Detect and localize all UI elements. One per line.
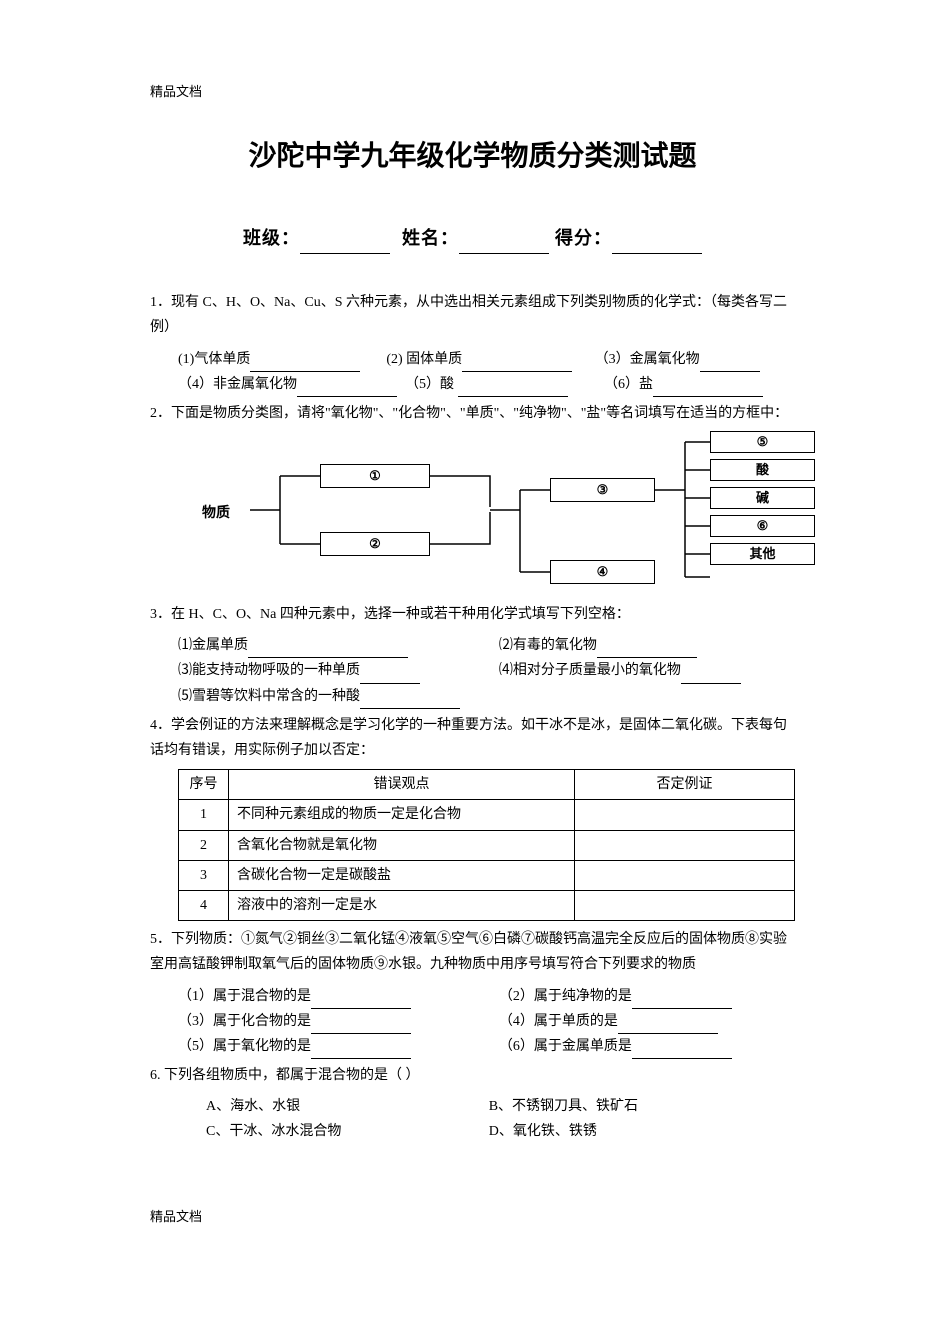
q5-blank-5[interactable] bbox=[632, 1044, 732, 1059]
q4-r2-c0: 3 bbox=[179, 860, 229, 890]
footer-note: 精品文档 bbox=[150, 1205, 795, 1228]
diagram-box-6[interactable]: ⑥ bbox=[710, 515, 815, 537]
q1-blank-1[interactable] bbox=[462, 356, 572, 371]
diagram-box-other: 其他 bbox=[710, 543, 815, 565]
q4-h1: 错误观点 bbox=[229, 770, 575, 800]
q1-row1: (1)气体单质 (2) 固体单质 （3）金属氧化物 bbox=[150, 347, 795, 372]
q3-item-3: ⑷相对分子质量最小的氧化物 bbox=[499, 663, 681, 678]
table-row: 4 溶液中的溶剂一定是水 bbox=[179, 890, 795, 920]
q1-item-2: （3）金属氧化物 bbox=[595, 352, 700, 367]
q1-blank-3[interactable] bbox=[297, 382, 397, 397]
q5-blank-0[interactable] bbox=[311, 993, 411, 1008]
q6-opt-c[interactable]: C、干冰、冰水混合物 bbox=[206, 1119, 489, 1144]
q3-stem: 3．在 H、C、O、Na 四种元素中，选择一种或若干种用化学式填写下列空格： bbox=[150, 602, 795, 627]
diagram-box-4[interactable]: ④ bbox=[550, 560, 655, 584]
q3-item-1: ⑵有毒的氧化物 bbox=[499, 638, 597, 653]
q5-item-5: （6）属于金属单质是 bbox=[499, 1039, 632, 1054]
q5-blank-2[interactable] bbox=[311, 1019, 411, 1034]
q4-r3-c1: 溶液中的溶剂一定是水 bbox=[229, 890, 575, 920]
q3-item-4: ⑸雪碧等饮料中常含的一种酸 bbox=[178, 689, 360, 704]
q5-item-0: （1）属于混合物的是 bbox=[178, 989, 311, 1004]
q5-blank-3[interactable] bbox=[618, 1019, 718, 1034]
q5-row3: （5）属于氧化物的是 （6）属于金属单质是 bbox=[150, 1034, 795, 1059]
q3-row3: ⑸雪碧等饮料中常含的一种酸 bbox=[150, 684, 795, 709]
q3-row1: ⑴金属单质 ⑵有毒的氧化物 bbox=[150, 633, 795, 658]
q3-item-2: ⑶能支持动物呼吸的一种单质 bbox=[178, 663, 360, 678]
q1-item-5: （6）盐 bbox=[604, 377, 653, 392]
q1-item-1: (2) 固体单质 bbox=[386, 352, 462, 367]
q4-r0-c1: 不同种元素组成的物质一定是化合物 bbox=[229, 800, 575, 830]
q5-item-3: （4）属于单质的是 bbox=[499, 1014, 618, 1029]
q4-r3-c0: 4 bbox=[179, 890, 229, 920]
name-blank[interactable] bbox=[459, 234, 549, 254]
q4-r3-c2[interactable] bbox=[575, 890, 795, 920]
q1-blank-5[interactable] bbox=[653, 382, 763, 397]
q1-item-0: (1)气体单质 bbox=[178, 352, 250, 367]
q3-blank-3[interactable] bbox=[681, 668, 741, 683]
q5-item-2: （3）属于化合物的是 bbox=[178, 1014, 311, 1029]
q6-stem: 6. 下列各组物质中，都属于混合物的是（ ） bbox=[150, 1063, 795, 1088]
q4-r1-c1: 含氧化合物就是氧化物 bbox=[229, 830, 575, 860]
q6-row2: C、干冰、冰水混合物 D、氧化铁、铁锈 bbox=[150, 1119, 795, 1144]
score-blank[interactable] bbox=[612, 234, 702, 254]
diagram-box-5[interactable]: ⑤ bbox=[710, 431, 815, 453]
q1-item-3: （4）非金属氧化物 bbox=[178, 377, 297, 392]
q2-diagram: 物质 ① ② ③ ④ ⑤ 酸 碱 ⑥ 其他 bbox=[150, 432, 795, 592]
q1-blank-4[interactable] bbox=[458, 382, 568, 397]
page-title: 沙陀中学九年级化学物质分类测试题 bbox=[150, 131, 795, 181]
q6-opt-b[interactable]: B、不锈钢刀具、铁矿石 bbox=[489, 1094, 795, 1119]
q5-blank-1[interactable] bbox=[632, 993, 732, 1008]
table-row: 2 含氧化合物就是氧化物 bbox=[179, 830, 795, 860]
q6-row1: A、海水、水银 B、不锈钢刀具、铁矿石 bbox=[150, 1094, 795, 1119]
class-label: 班级： bbox=[243, 228, 300, 248]
q4-table: 序号 错误观点 否定例证 1 不同种元素组成的物质一定是化合物 2 含氧化合物就… bbox=[178, 769, 795, 921]
table-row: 3 含碳化合物一定是碳酸盐 bbox=[179, 860, 795, 890]
q6-opt-d[interactable]: D、氧化铁、铁锈 bbox=[489, 1119, 795, 1144]
q4-r2-c2[interactable] bbox=[575, 860, 795, 890]
table-row: 1 不同种元素组成的物质一定是化合物 bbox=[179, 800, 795, 830]
q4-r1-c0: 2 bbox=[179, 830, 229, 860]
diagram-box-3[interactable]: ③ bbox=[550, 478, 655, 502]
diagram-box-base: 碱 bbox=[710, 487, 815, 509]
q1-item-4: （5）酸 bbox=[405, 377, 454, 392]
q5-row1: （1）属于混合物的是 （2）属于纯净物的是 bbox=[150, 984, 795, 1009]
q4-r0-c2[interactable] bbox=[575, 800, 795, 830]
class-blank[interactable] bbox=[300, 234, 390, 254]
q5-row2: （3）属于化合物的是 （4）属于单质的是 bbox=[150, 1009, 795, 1034]
q1-blank-2[interactable] bbox=[700, 356, 760, 371]
diagram-root: 物质 bbox=[202, 500, 230, 525]
diagram-box-acid: 酸 bbox=[710, 459, 815, 481]
q5-stem: 5．下列物质：①氮气②铜丝③二氧化锰④液氧⑤空气⑥白磷⑦碳酸钙高温完全反应后的固… bbox=[150, 927, 795, 977]
q4-r1-c2[interactable] bbox=[575, 830, 795, 860]
diagram-box-2[interactable]: ② bbox=[320, 532, 430, 556]
q5-blank-4[interactable] bbox=[311, 1044, 411, 1059]
header-note: 精品文档 bbox=[150, 80, 795, 103]
q1-row2: （4）非金属氧化物 （5）酸 （6）盐 bbox=[150, 372, 795, 397]
diagram-box-1[interactable]: ① bbox=[320, 464, 430, 488]
q5-item-1: （2）属于纯净物的是 bbox=[499, 989, 632, 1004]
q4-r2-c1: 含碳化合物一定是碳酸盐 bbox=[229, 860, 575, 890]
q5-item-4: （5）属于氧化物的是 bbox=[178, 1039, 311, 1054]
q3-blank-0[interactable] bbox=[248, 643, 408, 658]
q3-blank-1[interactable] bbox=[597, 643, 697, 658]
score-label: 得分： bbox=[555, 228, 612, 248]
q4-h2: 否定例证 bbox=[575, 770, 795, 800]
q3-item-0: ⑴金属单质 bbox=[178, 638, 248, 653]
student-info: 班级： 姓名： 得分： bbox=[150, 222, 795, 254]
q2-stem: 2．下面是物质分类图，请将"氧化物"、"化合物"、"单质"、"纯净物"、"盐"等… bbox=[150, 401, 795, 426]
q4-stem: 4．学会例证的方法来理解概念是学习化学的一种重要方法。如干冰不是冰，是固体二氧化… bbox=[150, 713, 795, 763]
q1-blank-0[interactable] bbox=[250, 356, 360, 371]
name-label: 姓名： bbox=[402, 228, 459, 248]
q3-blank-4[interactable] bbox=[360, 693, 460, 708]
q3-blank-2[interactable] bbox=[360, 668, 420, 683]
q1-stem: 1．现有 C、H、O、Na、Cu、S 六种元素，从中选出相关元素组成下列类别物质… bbox=[150, 290, 795, 340]
q6-opt-a[interactable]: A、海水、水银 bbox=[206, 1094, 489, 1119]
q4-h0: 序号 bbox=[179, 770, 229, 800]
q4-r0-c0: 1 bbox=[179, 800, 229, 830]
q3-row2: ⑶能支持动物呼吸的一种单质 ⑷相对分子质量最小的氧化物 bbox=[150, 658, 795, 683]
